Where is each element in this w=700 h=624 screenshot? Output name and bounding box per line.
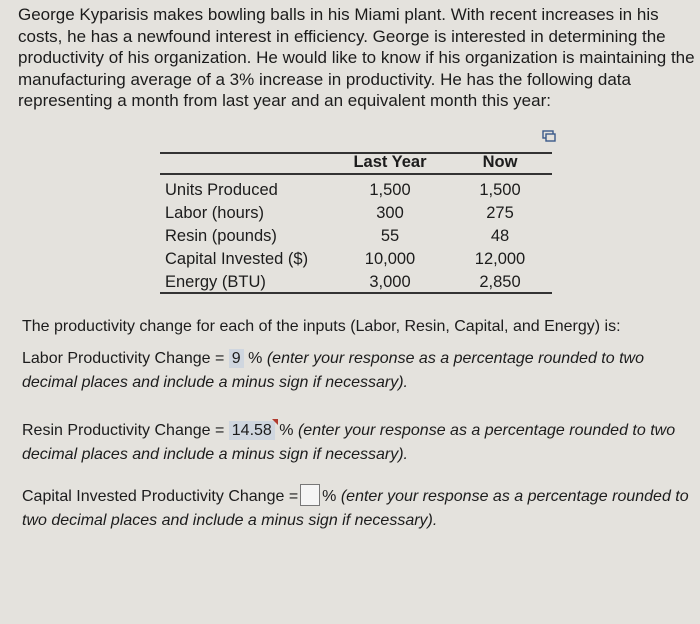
header-last-year: Last Year [353,153,427,171]
percent-sign: % [279,422,294,439]
cell-last-year: 300 [376,204,404,222]
problem-statement: George Kyparisis makes bowling balls in … [18,5,695,110]
capital-answer-input[interactable] [300,484,321,506]
table-bottom-rule [160,292,552,294]
question-label: Capital Invested Productivity Change = [22,488,299,505]
copy-icon[interactable] [542,130,556,142]
row-label: Capital Invested ($) [165,250,309,268]
cell-last-year: 3,000 [369,273,411,291]
table-top-rule [160,152,552,154]
percent-sign: % [322,488,337,505]
question-resin: Resin Productivity Change = 14.58 % (ent… [22,419,698,467]
table-row: Energy (BTU) 3,000 2,850 [160,273,552,295]
instruction-text: (enter your response as a percentage rou… [22,350,644,391]
percent-sign: % [248,350,263,367]
instruction-text: (enter your response as a percentage rou… [22,488,689,529]
row-label: Units Produced [165,181,278,199]
prompt-text: The productivity change for each of the … [22,318,621,335]
table-header-row: Last Year Now [160,153,552,175]
table-row: Labor (hours) 300 275 [160,204,552,226]
table-row: Resin (pounds) 55 48 [160,227,552,249]
cell-now: 48 [490,227,510,245]
resin-answer-input[interactable]: 14.58 [228,421,275,440]
cell-last-year: 55 [380,227,400,245]
labor-answer-input[interactable]: 9 [228,349,244,368]
row-label: Energy (BTU) [165,273,266,291]
header-now: Now [482,153,518,171]
cell-now: 12,000 [474,250,526,268]
cell-now: 1,500 [479,181,521,199]
row-label: Labor (hours) [165,204,265,222]
row-label: Resin (pounds) [165,227,277,245]
cell-now: 275 [486,204,514,222]
table-header-rule [160,173,552,175]
table-row: Units Produced 1,500 1,500 [160,181,552,203]
cell-last-year: 1,500 [369,181,411,199]
question-label: Labor Productivity Change = [22,350,225,367]
cell-last-year: 10,000 [364,250,416,268]
table-row: Capital Invested ($) 10,000 12,000 [160,250,552,272]
question-label: Resin Productivity Change = [22,422,225,439]
cell-now: 2,850 [479,273,521,291]
instruction-text: (enter your response as a percentage rou… [22,422,676,463]
question-labor: Labor Productivity Change = 9 % (enter y… [22,347,698,395]
question-capital: Capital Invested Productivity Change =% … [22,484,698,533]
